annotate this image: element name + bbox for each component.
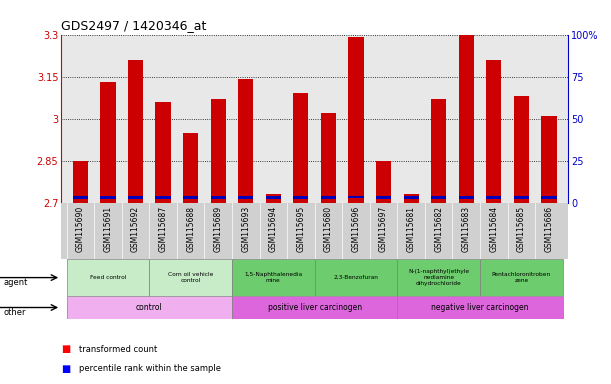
Bar bbox=[232, 296, 397, 319]
Text: 1,5-Naphthalenedia
mine: 1,5-Naphthalenedia mine bbox=[244, 272, 302, 283]
Bar bbox=[293, 93, 309, 203]
Text: GSM115689: GSM115689 bbox=[214, 205, 222, 252]
Bar bbox=[403, 194, 419, 203]
Text: GSM115693: GSM115693 bbox=[241, 205, 251, 252]
Text: ■: ■ bbox=[61, 344, 70, 354]
Bar bbox=[128, 196, 143, 199]
Text: Feed control: Feed control bbox=[90, 275, 126, 280]
Text: GSM115697: GSM115697 bbox=[379, 205, 388, 252]
Text: negative liver carcinogen: negative liver carcinogen bbox=[431, 303, 529, 312]
Text: GSM115695: GSM115695 bbox=[296, 205, 306, 252]
Bar bbox=[183, 196, 198, 199]
Bar bbox=[459, 196, 474, 199]
Bar bbox=[73, 161, 88, 203]
Text: GSM115686: GSM115686 bbox=[544, 205, 554, 252]
Text: GSM115694: GSM115694 bbox=[269, 205, 278, 252]
Bar bbox=[73, 196, 88, 199]
Bar bbox=[459, 35, 474, 203]
Text: control: control bbox=[136, 303, 163, 312]
Bar bbox=[149, 259, 232, 296]
Bar bbox=[541, 196, 557, 199]
Text: GSM115680: GSM115680 bbox=[324, 205, 333, 252]
Bar bbox=[514, 196, 529, 199]
Bar bbox=[100, 82, 115, 203]
Bar bbox=[266, 196, 281, 199]
Bar bbox=[67, 296, 232, 319]
Bar bbox=[486, 196, 502, 199]
Text: GSM115692: GSM115692 bbox=[131, 205, 140, 252]
Text: GSM115696: GSM115696 bbox=[351, 205, 360, 252]
Bar bbox=[480, 259, 563, 296]
Bar bbox=[397, 259, 480, 296]
Bar bbox=[293, 196, 309, 199]
Bar bbox=[211, 99, 226, 203]
Text: 2,3-Benzofuran: 2,3-Benzofuran bbox=[334, 275, 378, 280]
Text: other: other bbox=[3, 308, 26, 318]
Bar bbox=[348, 195, 364, 198]
Text: GSM115690: GSM115690 bbox=[76, 205, 85, 252]
Text: positive liver carcinogen: positive liver carcinogen bbox=[268, 303, 362, 312]
Text: GSM115683: GSM115683 bbox=[462, 205, 470, 252]
Text: GSM115691: GSM115691 bbox=[103, 205, 112, 252]
Bar bbox=[403, 196, 419, 199]
Text: percentile rank within the sample: percentile rank within the sample bbox=[79, 364, 221, 373]
Bar bbox=[397, 296, 563, 319]
Bar bbox=[431, 196, 446, 199]
Bar bbox=[238, 196, 254, 199]
Text: N-(1-naphthyl)ethyle
nediamine
dihydrochloride: N-(1-naphthyl)ethyle nediamine dihydroch… bbox=[408, 269, 469, 286]
Text: transformed count: transformed count bbox=[79, 345, 158, 354]
Bar bbox=[348, 37, 364, 203]
Bar bbox=[376, 161, 391, 203]
Bar bbox=[321, 196, 336, 199]
Text: GSM115685: GSM115685 bbox=[517, 205, 526, 252]
Bar bbox=[211, 196, 226, 199]
Text: GSM115682: GSM115682 bbox=[434, 205, 443, 252]
Bar bbox=[431, 99, 446, 203]
Bar bbox=[155, 102, 170, 203]
Bar bbox=[514, 96, 529, 203]
Bar bbox=[376, 196, 391, 199]
Bar bbox=[100, 196, 115, 199]
Bar bbox=[155, 196, 170, 199]
Text: Pentachloronitroben
zene: Pentachloronitroben zene bbox=[492, 272, 551, 283]
Text: GSM115688: GSM115688 bbox=[186, 205, 195, 252]
Bar bbox=[232, 259, 315, 296]
Text: ■: ■ bbox=[61, 364, 70, 374]
Text: GSM115684: GSM115684 bbox=[489, 205, 499, 252]
Text: GSM115687: GSM115687 bbox=[159, 205, 167, 252]
Bar bbox=[266, 194, 281, 203]
Bar bbox=[541, 116, 557, 203]
Text: agent: agent bbox=[3, 278, 27, 287]
Bar bbox=[486, 60, 502, 203]
Text: Corn oil vehicle
control: Corn oil vehicle control bbox=[168, 272, 213, 283]
Bar bbox=[321, 113, 336, 203]
Bar bbox=[67, 259, 149, 296]
Bar bbox=[128, 60, 143, 203]
Text: GSM115681: GSM115681 bbox=[407, 205, 415, 252]
Bar bbox=[183, 133, 198, 203]
Text: GDS2497 / 1420346_at: GDS2497 / 1420346_at bbox=[61, 19, 207, 32]
Bar bbox=[238, 79, 254, 203]
Bar bbox=[315, 259, 397, 296]
